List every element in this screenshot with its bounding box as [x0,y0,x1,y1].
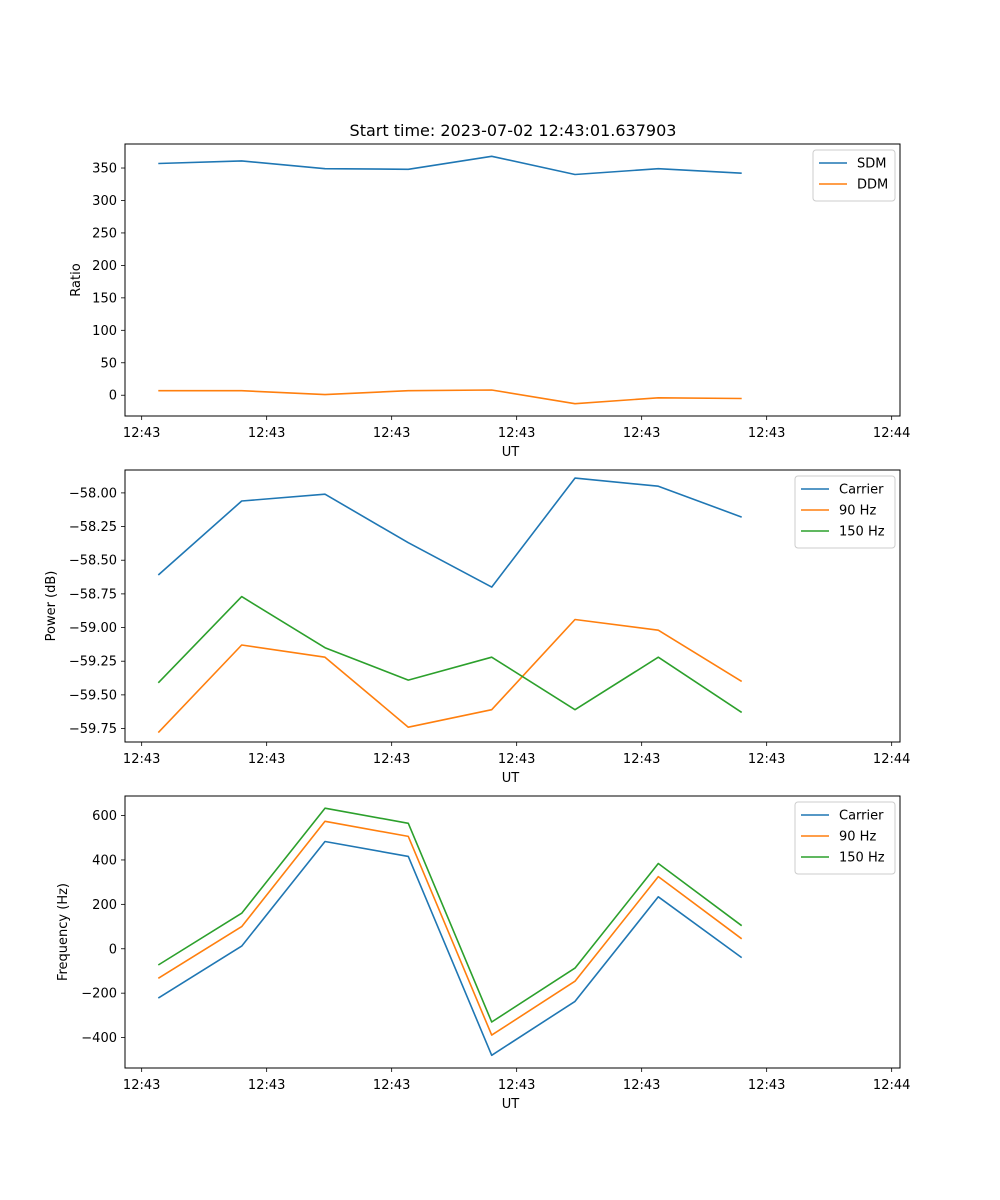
x-tick-label: 12:43 [373,1078,410,1093]
y-tick-label: 200 [92,898,117,913]
ratio-panel: 12:43 12:43 12:43 12:43 12:43 12:43 12:44 0 50 10… [69,143,910,460]
y-tick-label: 300 [92,194,117,209]
axes-frame [124,469,901,743]
series-line-150-hz [157,595,743,714]
series-line-carrier [157,840,743,1057]
legend-label-90-hz: 90 Hz [839,830,876,845]
legend-label-150-hz: 150 Hz [839,851,885,866]
y-tick-label: 0 [109,942,117,957]
x-tick-label: 12:43 [123,752,160,767]
x-tick-label: 12:43 [248,752,285,767]
y-axis-label: Ratio [69,263,84,296]
legend-label-carrier: Carrier [839,809,884,824]
x-tick-label: 12:43 [123,426,160,441]
x-tick-label: 12:43 [373,752,410,767]
x-tick-label: 12:43 [748,752,785,767]
x-tick-label: 12:43 [623,1078,660,1093]
x-tick-label: 12:44 [873,426,910,441]
x-axis-label: UT [502,771,520,786]
x-tick-label: 12:43 [748,426,785,441]
y-tick-label: −200 [81,987,117,1002]
y-axis-label: Power (dB) [44,571,59,642]
y-tick-label: 350 [92,162,117,177]
legend: SDM DDM [812,149,896,202]
x-tick-label: 12:43 [623,752,660,767]
legend-label-carrier: Carrier [839,483,884,498]
chart-title: Start time: 2023-07-02 12:43:01.637903 [350,121,677,140]
x-tick-label: 12:43 [373,426,410,441]
x-tick-label: 12:43 [123,1078,160,1093]
power-panel: 12:43 12:43 12:43 12:43 12:43 12:43 12:44 −59.7… [44,469,910,786]
legend: Carrier 90 Hz 150 Hz [794,475,896,549]
x-tick-label: 12:43 [248,426,285,441]
legend-box [794,801,896,875]
series-line-150-hz [157,807,743,1023]
legend-label-150-hz: 150 Hz [839,525,885,540]
axes-frame [124,143,901,417]
series-line-carrier [157,477,742,588]
y-tick-label: 600 [92,809,117,824]
series-line-90-hz [157,820,743,1036]
y-tick-label: −59.50 [69,688,117,703]
y-tick-label: 0 [109,389,117,404]
y-tick-label: 400 [92,853,117,868]
x-tick-label: 12:43 [623,426,660,441]
x-tick-label: 12:43 [248,1078,285,1093]
y-tick-label: 250 [92,226,117,241]
y-tick-label: 200 [92,259,117,274]
y-tick-label: −59.00 [69,621,117,636]
series-line-90-hz [157,618,743,734]
y-tick-label: −58.00 [69,486,117,501]
y-tick-label: −59.75 [69,722,117,737]
legend-label-90-hz: 90 Hz [839,504,876,519]
y-axis-label: Frequency (Hz) [56,883,71,981]
frequency-panel: 12:43 12:43 12:43 12:43 12:43 12:43 12:44 −400 −… [56,795,910,1112]
series-line-sdm [158,155,742,176]
x-tick-label: 12:43 [498,752,535,767]
y-tick-label: −58.75 [69,587,117,602]
x-axis-label: UT [502,445,520,460]
y-tick-label: 100 [92,324,117,339]
y-tick-label: −59.25 [69,655,117,670]
y-tick-label: −58.50 [69,554,117,569]
x-tick-label: 12:43 [498,426,535,441]
series-line-ddm [158,389,742,405]
y-tick-label: −400 [81,1031,117,1046]
legend-label-ddm: DDM [857,178,888,193]
y-tick-label: −58.25 [69,520,117,535]
legend-label-sdm: SDM [857,157,886,172]
x-tick-label: 12:43 [748,1078,785,1093]
x-tick-label: 12:43 [498,1078,535,1093]
axes-frame [124,795,901,1069]
y-tick-label: 150 [92,291,117,306]
legend-box [794,475,896,549]
legend: Carrier 90 Hz 150 Hz [794,801,896,875]
x-tick-label: 12:44 [873,1078,910,1093]
y-tick-label: 50 [100,356,117,371]
x-tick-label: 12:44 [873,752,910,767]
x-axis-label: UT [502,1097,520,1112]
